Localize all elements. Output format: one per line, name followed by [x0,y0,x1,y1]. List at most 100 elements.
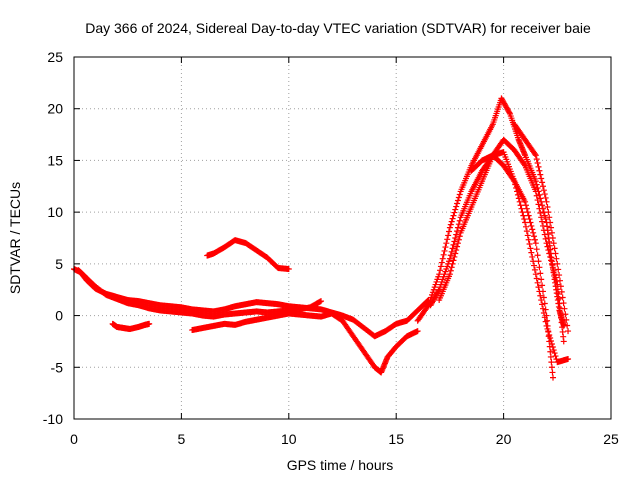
data-point-dense [519,209,526,216]
data-point-dense [531,150,538,157]
data-point-dense [516,198,523,205]
data-point-dense [533,192,540,199]
data-point-dense [556,272,563,279]
x-tick-label: 10 [281,431,297,447]
data-point-dense [553,255,560,262]
data-point-dense [540,227,547,234]
data-point-dense [524,209,531,216]
data-point [532,152,539,159]
data-point-dense [523,205,530,212]
y-tick-label: -5 [51,359,64,375]
data-point-dense [452,235,459,241]
data-point-dense [526,216,533,223]
data-point-dense [564,322,571,329]
data-point-dense [535,163,542,170]
data-point [560,338,567,345]
data-point-dense [556,277,563,284]
y-tick-label: 5 [55,256,63,272]
data-point-dense [453,231,460,238]
data-point-dense [527,219,534,226]
data-point-dense [539,282,546,289]
data-point-dense [544,243,551,250]
data-point-dense [547,219,554,226]
data-point-dense [541,300,548,307]
data-point-dense [533,275,540,282]
data-point-dense [448,264,455,271]
data-point-dense [531,266,538,273]
data-point-dense [524,232,531,239]
data-point-dense [563,316,570,323]
data-point-dense [552,353,559,360]
data-point-dense [537,171,544,178]
data-point-dense [542,306,549,313]
data-point [522,219,529,226]
data-point-dense [548,257,555,264]
data-point-dense [449,215,456,222]
x-axis-label: GPS time / hours [287,457,394,473]
data-point-dense [530,229,537,236]
data-point-dense [542,216,549,223]
series-arc-afternoon-3 [436,136,567,345]
y-tick-label: -10 [43,411,63,427]
data-point-dense [547,353,554,360]
data-point [414,328,421,335]
data-point-dense [447,252,454,259]
data-point-dense [552,274,559,281]
data-point-dense [521,161,528,168]
data-point-dense [540,294,547,301]
data-point-dense [456,191,463,198]
data-point-dense [548,260,555,267]
series-arc-low-morning [109,320,153,333]
data-point-dense [450,241,457,248]
data-point-dense [534,279,541,286]
data-point-dense [533,156,540,163]
data-point-dense [550,347,557,354]
data-point-dense [542,235,549,242]
data-point-dense [538,175,545,182]
data-point-dense [550,240,557,247]
data-point-dense [447,267,454,274]
series-arc-afternoon-1 [414,95,567,329]
data-point-dense [522,202,529,209]
data-point-dense [442,244,449,251]
data-point-dense [438,259,445,266]
data-point-dense [535,201,542,208]
data-point-dense [523,228,530,235]
data-point-dense [541,231,548,238]
data-point-dense [551,271,558,278]
data-point-dense [525,212,532,219]
data-point [532,271,539,278]
data-point-dense [549,235,556,241]
data-point [436,271,443,278]
data-point-dense [531,233,538,240]
x-tick-label: 0 [70,431,78,447]
data-point-dense [443,240,450,247]
data-point [285,266,292,273]
data-point-dense [449,260,456,267]
y-tick-label: 15 [47,152,63,168]
data-point-dense [521,216,528,223]
y-tick-label: 25 [47,49,63,65]
data-point-dense [452,206,459,213]
data-point-dense [544,322,551,329]
axis-ticks: 0 5 10 15 20 25 -10 -5 0 5 10 15 20 25 [43,49,619,447]
data-point-dense [558,288,565,295]
data-point-dense [455,221,462,228]
data-point [446,224,453,231]
data-point-dense [437,267,444,274]
data-point-dense [439,255,446,262]
data-point-dense [548,229,555,236]
data-point-dense [527,245,534,252]
data-point-dense [541,212,548,219]
data-point-dense [454,240,461,247]
data-point-dense [528,249,535,256]
data-point-dense [534,160,541,167]
data-point [554,260,561,267]
data-point-dense [549,264,556,271]
data-point-dense [520,212,527,219]
data-point-dense [510,176,517,183]
data-point [543,240,550,247]
data-point-dense [528,222,535,229]
data-point-dense [445,232,452,239]
